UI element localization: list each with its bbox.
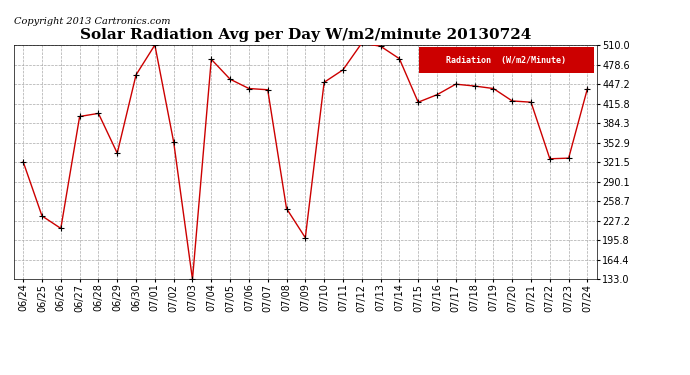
Point bbox=[149, 42, 160, 48]
Point bbox=[451, 81, 462, 87]
Point bbox=[526, 99, 537, 105]
Point bbox=[262, 87, 273, 93]
Point bbox=[337, 67, 348, 73]
Point bbox=[206, 56, 217, 62]
Point bbox=[469, 83, 480, 89]
Point bbox=[130, 72, 141, 78]
Point bbox=[319, 79, 330, 85]
Point bbox=[506, 98, 518, 104]
Point bbox=[544, 156, 555, 162]
Point bbox=[281, 206, 292, 212]
Title: Solar Radiation Avg per Day W/m2/minute 20130724: Solar Radiation Avg per Day W/m2/minute … bbox=[79, 28, 531, 42]
Point bbox=[244, 86, 255, 92]
Point bbox=[394, 56, 405, 62]
Point bbox=[93, 110, 104, 116]
Point bbox=[112, 150, 123, 156]
Point bbox=[413, 99, 424, 105]
Point bbox=[224, 76, 235, 82]
Point bbox=[299, 235, 310, 241]
Point bbox=[431, 92, 442, 98]
Point bbox=[375, 43, 386, 49]
Point bbox=[37, 213, 48, 219]
Point bbox=[55, 225, 66, 231]
Point bbox=[74, 114, 85, 120]
Point bbox=[488, 86, 499, 92]
Point bbox=[187, 276, 198, 282]
Text: Copyright 2013 Cartronics.com: Copyright 2013 Cartronics.com bbox=[14, 17, 170, 26]
Point bbox=[563, 155, 574, 161]
Point bbox=[168, 139, 179, 145]
Point bbox=[18, 159, 29, 165]
Point bbox=[356, 40, 367, 46]
Point bbox=[582, 86, 593, 92]
